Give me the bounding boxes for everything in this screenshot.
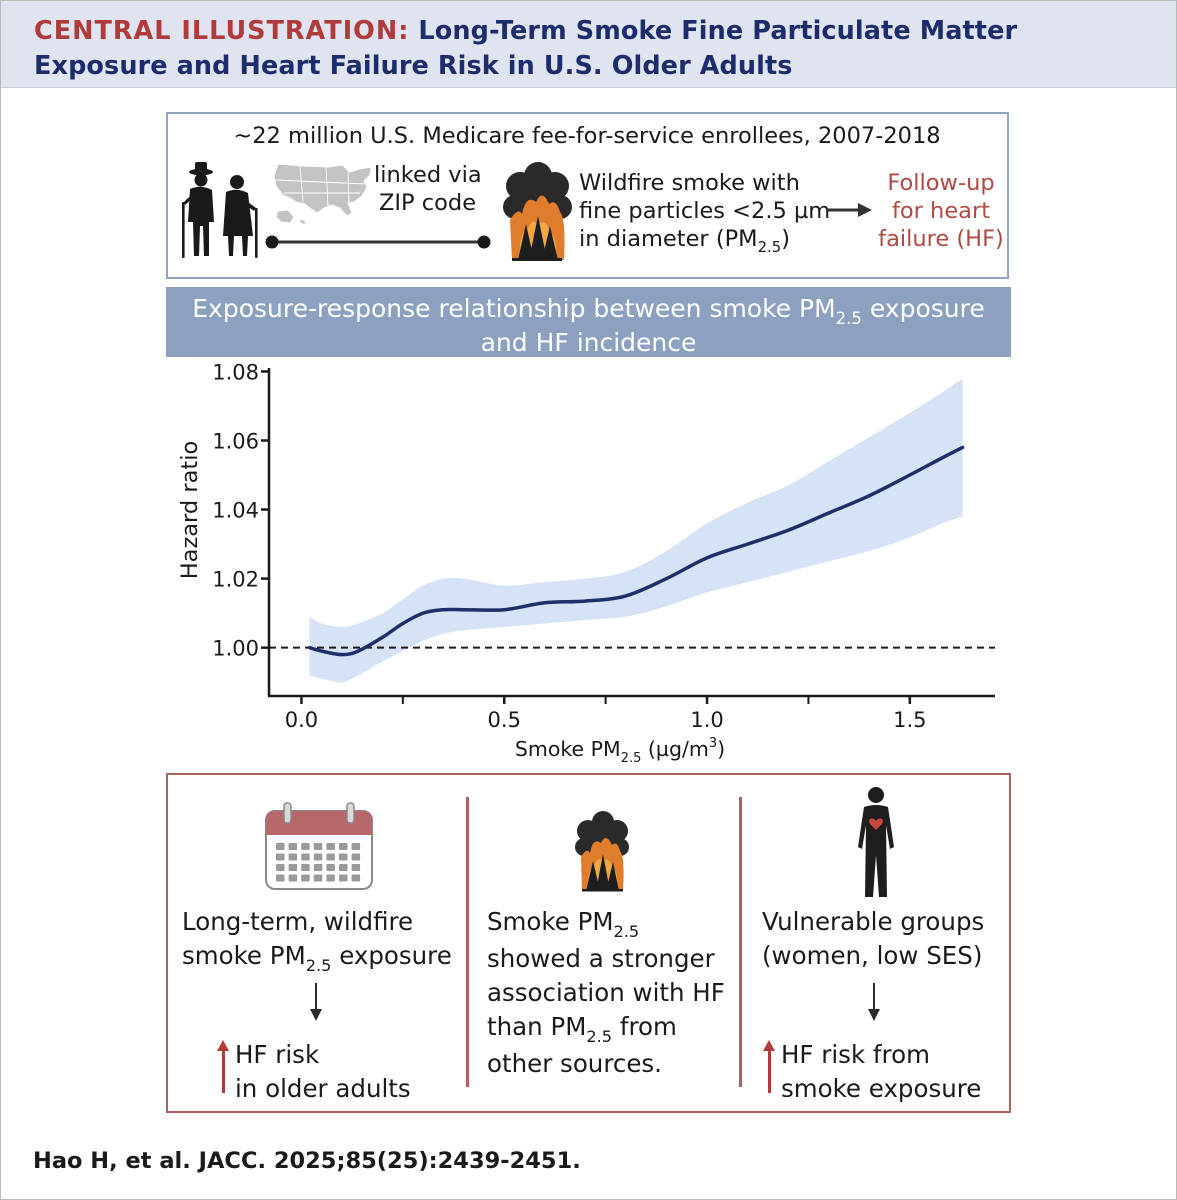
calendar-day-cell [326, 874, 335, 882]
calendar-day-cell [301, 853, 310, 861]
calendar-day-cell [301, 864, 310, 871]
linked-line-2: ZIP code [379, 190, 477, 216]
calendar-day-cell [313, 853, 323, 861]
finding-1-down-arrow-icon [310, 983, 322, 1021]
calendar-day-cell [351, 843, 361, 850]
finding-1-result-line-1: HF risk [235, 1040, 320, 1069]
x-tick-label: 0.0 [285, 708, 318, 732]
finding-2-line-1: Smoke PM2.5 [487, 907, 640, 941]
calendar-day-cell [288, 843, 298, 850]
calendar-day-cell [351, 864, 361, 871]
finding-2-line-4: than PM2.5 from [487, 1012, 677, 1046]
y-tick-label: 1.02 [212, 568, 259, 592]
finding-3-text: Vulnerable groups (women, low SES) [762, 905, 984, 973]
follow-up-line-1: Follow-up [887, 170, 995, 196]
finding-2-wildfire-icon [575, 811, 629, 892]
calendar-day-cell [288, 874, 298, 882]
calendar-day-cell [301, 874, 310, 882]
citation: Hao H, et al. JACC. 2025;85(25):2439-245… [33, 1148, 581, 1174]
column-divider-1 [466, 797, 469, 1087]
population-text: ~22 million U.S. Medicare fee-for-servic… [233, 123, 941, 149]
finding-3-result-line-1: HF risk from [781, 1040, 930, 1069]
finding-3-line-1: Vulnerable groups [762, 907, 985, 936]
calendar-day-cell [288, 864, 298, 871]
calendar-day-cell [326, 864, 335, 871]
confidence-band [309, 378, 963, 683]
link-connector-icon [265, 235, 491, 249]
chart-banner: Exposure-response relationship between s… [166, 287, 1011, 357]
smoke-line-3: in diameter (PM2.5) [579, 226, 790, 257]
smoke-description: Wildfire smoke with fine particles <2.5 … [579, 169, 831, 257]
smoke-line-2: fine particles <2.5 µm [579, 198, 831, 224]
finding-2-line-2: showed a stronger [487, 944, 715, 973]
x-tick-label: 1.0 [690, 708, 723, 732]
human-heart-icon [858, 787, 894, 897]
calendar-icon [265, 802, 373, 890]
calendar-day-cell [276, 853, 285, 861]
calendar-day-cell [276, 874, 285, 882]
key-findings-box: Long-term, wildfire smoke PM2.5 exposure… [166, 773, 1011, 1113]
calendar-day-cell [339, 853, 348, 861]
study-design-box: ~22 million U.S. Medicare fee-for-servic… [166, 112, 1009, 279]
finding-1-result-line-2: in older adults [235, 1074, 411, 1103]
central-illustration-label: CENTRAL ILLUSTRATION: [34, 16, 410, 46]
elderly-couple-icon [182, 162, 258, 258]
hazard-ratio-chart: 1.00 1.02 1.04 1.06 1.08 0.0 0.5 1.0 1.5 Hazard… [177, 360, 995, 766]
y-ticks: 1.00 1.02 1.04 1.06 1.08 [212, 360, 269, 661]
y-tick-label: 1.08 [212, 360, 259, 384]
calendar-day-cell [301, 843, 310, 850]
y-tick-label: 1.00 [212, 637, 259, 661]
x-tick-label: 1.5 [893, 708, 926, 732]
banner-line-1: Exposure-response relationship between s… [192, 294, 985, 328]
calendar-day-cell [313, 874, 323, 882]
follow-up-line-3: failure (HF) [878, 226, 1004, 252]
calendar-day-cell [288, 853, 298, 861]
smoke-line-1: Wildfire smoke with [579, 170, 800, 196]
x-tick-label: 0.5 [488, 708, 521, 732]
finding-1-up-arrow-icon [217, 1040, 229, 1093]
calendar-day-cell [276, 843, 285, 850]
calendar-day-cell [351, 874, 361, 882]
wildfire-icon [503, 162, 572, 261]
finding-3-line-2: (women, low SES) [762, 941, 983, 970]
banner-line-2: and HF incidence [480, 328, 697, 357]
finding-3-result: HF risk from smoke exposure [781, 1038, 981, 1106]
finding-1-text: Long-term, wildfire smoke PM2.5 exposure [182, 905, 452, 976]
header-title-1: Long-Term Smoke Fine Particulate Matter [418, 16, 1018, 46]
y-axis-label: Hazard ratio [177, 441, 203, 579]
finding-3-down-arrow-icon [868, 983, 880, 1021]
calendar-day-cell [339, 874, 348, 882]
x-axis-label: Smoke PM2.5 (µg/m3) [515, 736, 725, 766]
calendar-day-cell [351, 853, 361, 861]
x-ticks: 0.0 0.5 1.0 1.5 [285, 696, 927, 732]
us-map-icon [273, 163, 372, 226]
follow-up-text: Follow-up for heart failure (HF) [876, 169, 1006, 253]
column-divider-2 [739, 797, 742, 1087]
linked-line-1: linked via [374, 162, 482, 188]
header-line-1: CENTRAL ILLUSTRATION: Long-Term Smoke Fi… [34, 16, 1017, 46]
y-tick-label: 1.06 [212, 430, 259, 454]
finding-2-line-5: other sources. [487, 1049, 662, 1078]
arrow-right-icon [826, 203, 872, 217]
finding-1-result: HF risk in older adults [235, 1038, 411, 1106]
finding-1-line-1: Long-term, wildfire [182, 907, 414, 936]
y-tick-label: 1.04 [212, 499, 259, 523]
finding-2-text: Smoke PM2.5 showed a stronger associatio… [487, 905, 725, 1081]
calendar-day-cell [339, 864, 348, 871]
header: CENTRAL ILLUSTRATION: Long-Term Smoke Fi… [1, 1, 1176, 88]
header-title-2: Exposure and Heart Failure Risk in U.S. … [34, 51, 793, 81]
calendar-day-cell [339, 843, 348, 850]
calendar-day-cell [326, 853, 335, 861]
calendar-day-cell [313, 864, 323, 871]
finding-3-up-arrow-icon [763, 1040, 775, 1093]
finding-3-result-line-2: smoke exposure [781, 1074, 982, 1103]
follow-up-line-2: for heart [891, 198, 991, 224]
calendar-day-cell [276, 864, 285, 871]
calendar-day-cell [326, 843, 335, 850]
hazard-ratio-line [307, 445, 965, 657]
finding-1-line-2: smoke PM2.5 exposure [182, 941, 452, 975]
calendar-day-cell [313, 843, 323, 850]
finding-2-line-3: association with HF [487, 978, 725, 1007]
